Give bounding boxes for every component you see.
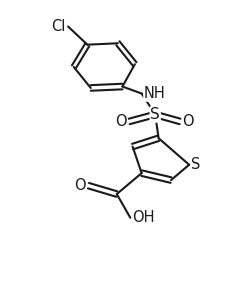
Text: O: O — [75, 178, 86, 193]
Text: OH: OH — [133, 210, 155, 225]
Text: S: S — [150, 107, 160, 122]
Text: O: O — [115, 114, 127, 129]
Text: Cl: Cl — [52, 19, 66, 34]
Text: O: O — [182, 114, 194, 129]
Text: S: S — [191, 157, 201, 172]
Text: NH: NH — [144, 86, 166, 101]
